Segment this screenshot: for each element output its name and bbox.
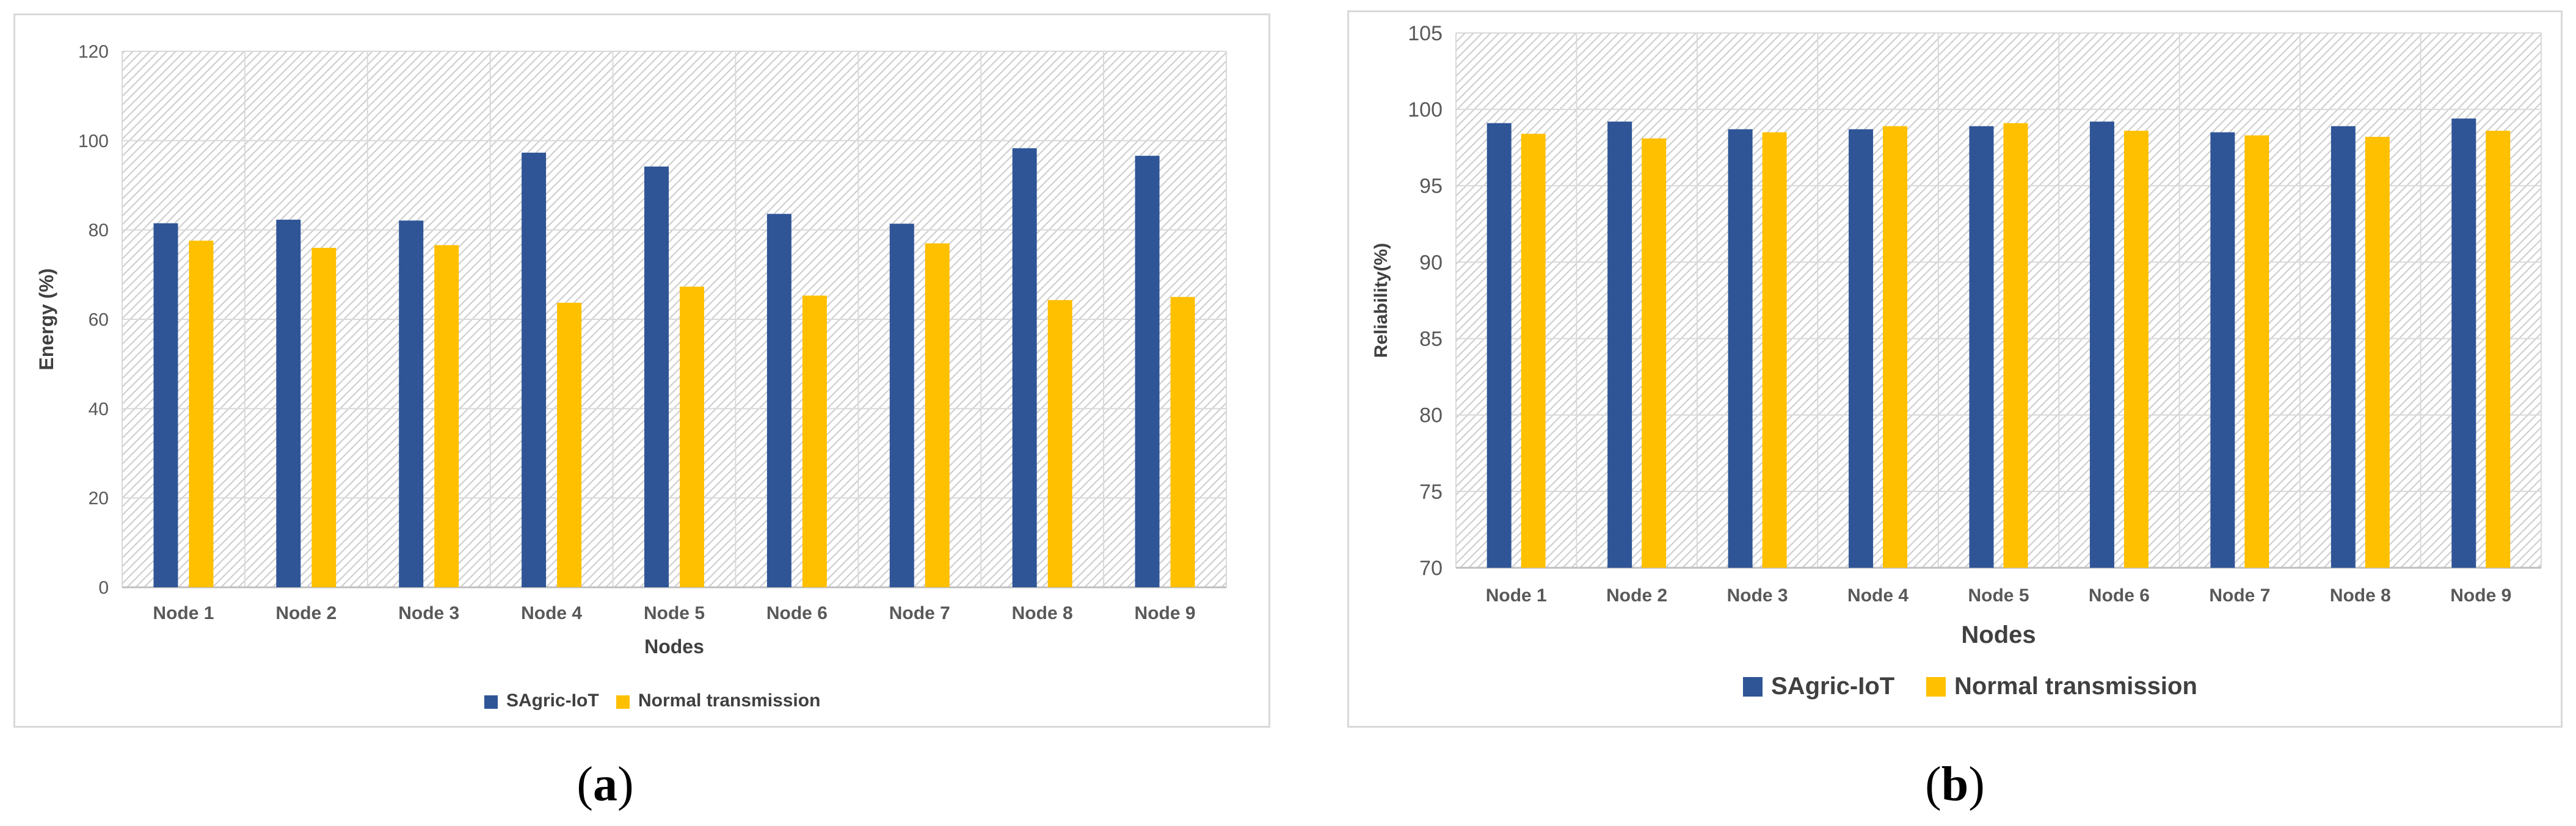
chart-panel-a: 0 20 40 60 80 100 120 Node 1 Node 2 Node 3 Node 4 N… [13,13,1270,728]
bar-normal-transmission [1762,132,1787,568]
x-category-label: Node 1 [1486,585,1547,606]
bar-normal-transmission [802,295,827,587]
y-tick-label: 20 [89,488,109,509]
legend-swatch-sagric-iot [484,695,498,709]
bar-sagric-iot [153,223,178,588]
bar-sagric-iot [1849,129,1874,568]
plot-area [1456,33,2541,568]
bar-sagric-iot [2089,121,2114,568]
y-tick-label: 105 [1408,22,1443,45]
bar-sagric-iot [2330,126,2356,568]
y-tick-label: 95 [1419,175,1443,198]
x-category-label: Node 7 [2209,585,2270,606]
bar-normal-transmission [1521,134,1546,568]
y-tick-label: 40 [89,399,109,419]
bar-sagric-iot [2210,132,2235,568]
caption-b: (b) [1925,758,1985,811]
bar-normal-transmission [1883,126,1908,568]
x-category-label: Node 9 [2450,585,2511,606]
bar-sagric-iot [1486,123,1512,568]
legend-label-normal-transmission: Normal transmission [638,690,820,711]
bar-sagric-iot [276,219,301,587]
x-category-label: Node 8 [1012,603,1073,623]
bar-normal-transmission [557,302,582,587]
bar-sagric-iot [1135,156,1160,587]
bar-normal-transmission [1642,138,1667,568]
legend-label-sagric-iot: SAgric-IoT [1771,673,1894,700]
y-tick-label: 100 [78,131,109,151]
bar-sagric-iot [1607,121,1632,568]
legend-swatch-normal-transmission [616,695,630,709]
bar-normal-transmission [2123,131,2148,568]
y-tick-label: 75 [1419,480,1443,504]
x-category-label: Node 1 [153,603,214,623]
x-category-label: Node 4 [521,603,582,623]
bar-normal-transmission [311,247,337,587]
y-tick-label: 0 [98,578,109,598]
bar-normal-transmission [680,286,704,587]
bar-normal-transmission [2003,123,2028,568]
reliability-chart: 70 75 80 85 90 95 100 105 Node 1 Node 2 Node 3 Node… [1371,22,2542,700]
bar-normal-transmission [434,245,459,587]
x-category-label: Node 2 [275,603,337,623]
y-tick-label: 80 [89,220,109,241]
y-tick-label: 85 [1419,327,1443,350]
bar-normal-transmission [189,241,214,587]
x-category-label: Node 7 [889,603,950,623]
x-category-label: Node 3 [398,603,459,623]
bar-normal-transmission [925,243,950,587]
x-axis-title: Nodes [644,636,704,658]
bar-sagric-iot [766,214,791,587]
bar-normal-transmission [2244,135,2269,568]
y-axis-title: Reliability(%) [1371,243,1391,358]
y-tick-label: 100 [1408,98,1443,121]
caption-a: (a) [577,758,634,811]
y-tick-label: 60 [89,310,109,330]
bar-sagric-iot [1728,129,1753,568]
x-category-label: Node 6 [2089,585,2150,606]
x-category-label: Node 6 [766,603,828,623]
x-category-label: Node 9 [1135,603,1196,623]
bar-normal-transmission [2365,137,2390,568]
bar-normal-transmission [2486,131,2511,568]
bar-sagric-iot [522,153,547,588]
y-tick-label: 70 [1419,557,1443,580]
y-axis-title: Energy (%) [35,268,57,370]
bar-sagric-iot [889,223,914,587]
chart-panel-b: 70 75 80 85 90 95 100 105 Node 1 Node 2 Node 3 Node… [1347,10,2563,728]
x-category-label: Node 4 [1847,585,1908,606]
x-category-label: Node 5 [644,603,705,623]
x-category-label: Node 5 [1968,585,2029,606]
y-tick-label: 80 [1419,404,1443,427]
legend-swatch-normal-transmission [1926,677,1946,697]
legend-label-sagric-iot: SAgric-IoT [506,690,599,711]
bar-sagric-iot [2451,118,2476,568]
bar-sagric-iot [644,166,669,587]
legend-label-normal-transmission: Normal transmission [1954,673,2197,700]
bar-normal-transmission [1047,300,1072,587]
bar-sagric-iot [1012,148,1037,587]
legend-swatch-sagric-iot [1743,677,1763,697]
bar-sagric-iot [399,220,424,588]
x-category-label: Node 8 [2330,585,2391,606]
y-tick-label: 120 [78,42,109,62]
y-tick-label: 90 [1419,251,1443,274]
bar-sagric-iot [1969,126,1994,568]
x-axis-title: Nodes [1961,621,2036,648]
x-category-label: Node 2 [1606,585,1667,606]
x-category-label: Node 3 [1727,585,1788,606]
bar-normal-transmission [1170,297,1195,587]
energy-chart: 0 20 40 60 80 100 120 Node 1 Node 2 Node 3 Node 4 N… [35,42,1227,711]
